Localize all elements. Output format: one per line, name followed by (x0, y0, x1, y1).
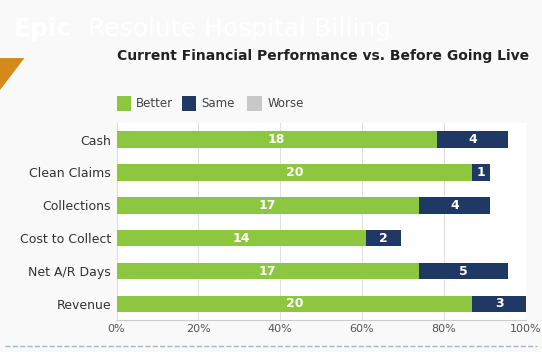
Text: Epic: Epic (14, 17, 72, 41)
Text: Current Financial Performance vs. Before Going Live: Current Financial Performance vs. Before… (117, 49, 528, 63)
Bar (366, 230, 401, 246)
Bar (117, 96, 131, 111)
Bar (117, 296, 473, 312)
Text: Worse: Worse (267, 98, 304, 110)
Bar (182, 96, 196, 111)
Text: 1: 1 (477, 166, 486, 179)
Text: 5: 5 (459, 265, 468, 277)
Bar (473, 296, 526, 312)
Text: 2: 2 (379, 232, 388, 245)
Bar (117, 230, 366, 246)
Text: Better: Better (136, 98, 173, 110)
Text: Same: Same (202, 98, 235, 110)
Text: 17: 17 (259, 265, 276, 277)
Text: 20: 20 (286, 297, 303, 310)
Text: 4: 4 (468, 133, 477, 146)
Text: Resolute Hospital Billing: Resolute Hospital Billing (80, 17, 391, 41)
Bar (419, 197, 490, 214)
Bar (117, 197, 419, 214)
Text: 18: 18 (268, 133, 285, 146)
Bar (117, 164, 473, 181)
Bar (473, 164, 490, 181)
Bar (248, 96, 262, 111)
Text: 14: 14 (233, 232, 250, 245)
Text: 3: 3 (495, 297, 504, 310)
Text: 20: 20 (286, 166, 303, 179)
Bar (117, 263, 419, 279)
Bar (419, 263, 508, 279)
Polygon shape (0, 58, 24, 90)
Text: 17: 17 (259, 199, 276, 212)
Bar (437, 131, 508, 148)
Bar (117, 131, 437, 148)
Text: 4: 4 (450, 199, 459, 212)
